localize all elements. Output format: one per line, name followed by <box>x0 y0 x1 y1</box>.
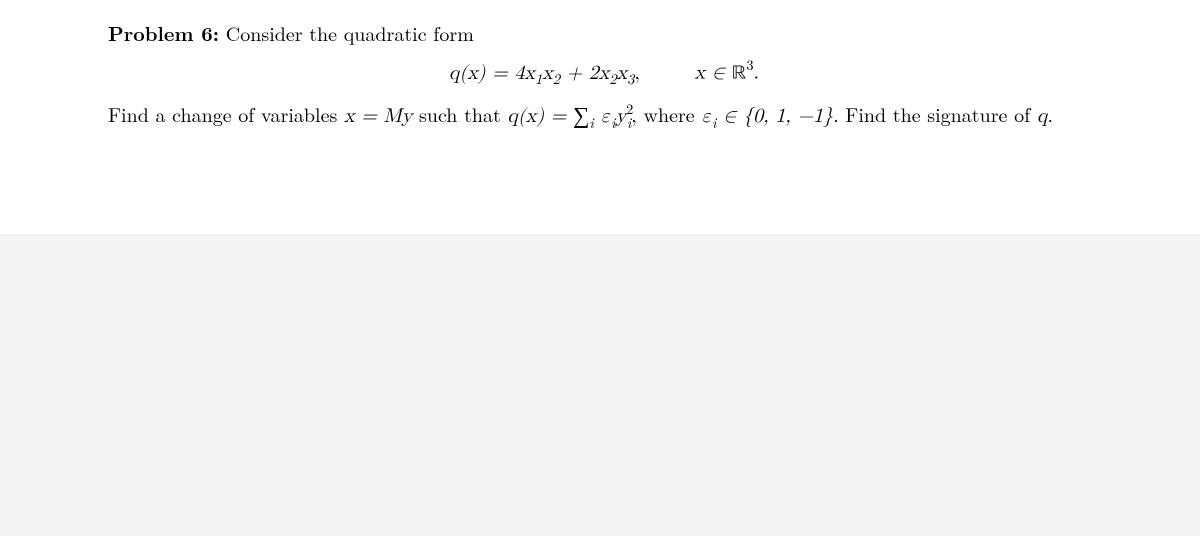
eq-x2: x <box>542 63 553 83</box>
bottom-band <box>0 234 1200 536</box>
eq-period: . <box>754 63 760 83</box>
body-text-3: , where <box>631 99 701 128</box>
body-q: q <box>1037 106 1048 126</box>
equation-display: q(x) = 4x1x2 + 2x2x3, x ∈ ℝ3. <box>108 56 1100 90</box>
body-eps2: ε <box>701 106 712 126</box>
eq-sub1: 1 <box>535 72 542 87</box>
equation-domain: x ∈ ℝ3. <box>695 56 760 89</box>
equation-main: q(x) = 4x1x2 + 2x2x3, <box>449 58 640 91</box>
eq-sub2: 2 <box>553 72 560 87</box>
eq-comma: , <box>634 63 640 83</box>
body-qx: q(x) = <box>507 106 573 126</box>
body-text-1: Find a change of variables <box>108 99 344 128</box>
problem-first-line: Problem 6: Consider the quadratic form <box>108 18 1100 48</box>
body-period: . <box>1047 99 1053 128</box>
body-sum: ∑ <box>573 97 589 130</box>
eq-x-in: x ∈ <box>695 63 732 83</box>
eq-qx: q(x) = 4x <box>449 63 535 83</box>
problem-intro: Consider the quadratic form <box>226 18 474 47</box>
eq-sub2b: 2 <box>609 72 616 87</box>
eq-sub3: 3 <box>627 72 634 87</box>
problem-label: Problem 6: <box>108 18 219 47</box>
body-y: y <box>616 106 627 126</box>
eq-x3: x <box>617 63 628 83</box>
problem-body: Find a change of variables x = My such t… <box>108 96 1100 133</box>
problem-block: Problem 6: Consider the quadratic form q… <box>0 0 1200 133</box>
eq-R-sup: 3 <box>746 58 753 73</box>
body-eps: ε <box>600 106 611 126</box>
body-text-4: . Find the signature of <box>833 99 1037 128</box>
eq-plus: + 2x <box>560 63 609 83</box>
eq-R: ℝ <box>732 64 747 84</box>
body-sum-sub: i <box>589 113 593 133</box>
body-text-2: such that <box>412 99 507 128</box>
body-y-sub: i <box>627 113 631 133</box>
body-eps2-sub: i <box>712 113 716 133</box>
body-eps-sub: i <box>611 113 615 133</box>
body-in: ∈ {0, 1, −1} <box>716 106 833 126</box>
body-xMy: x = My <box>344 106 412 126</box>
